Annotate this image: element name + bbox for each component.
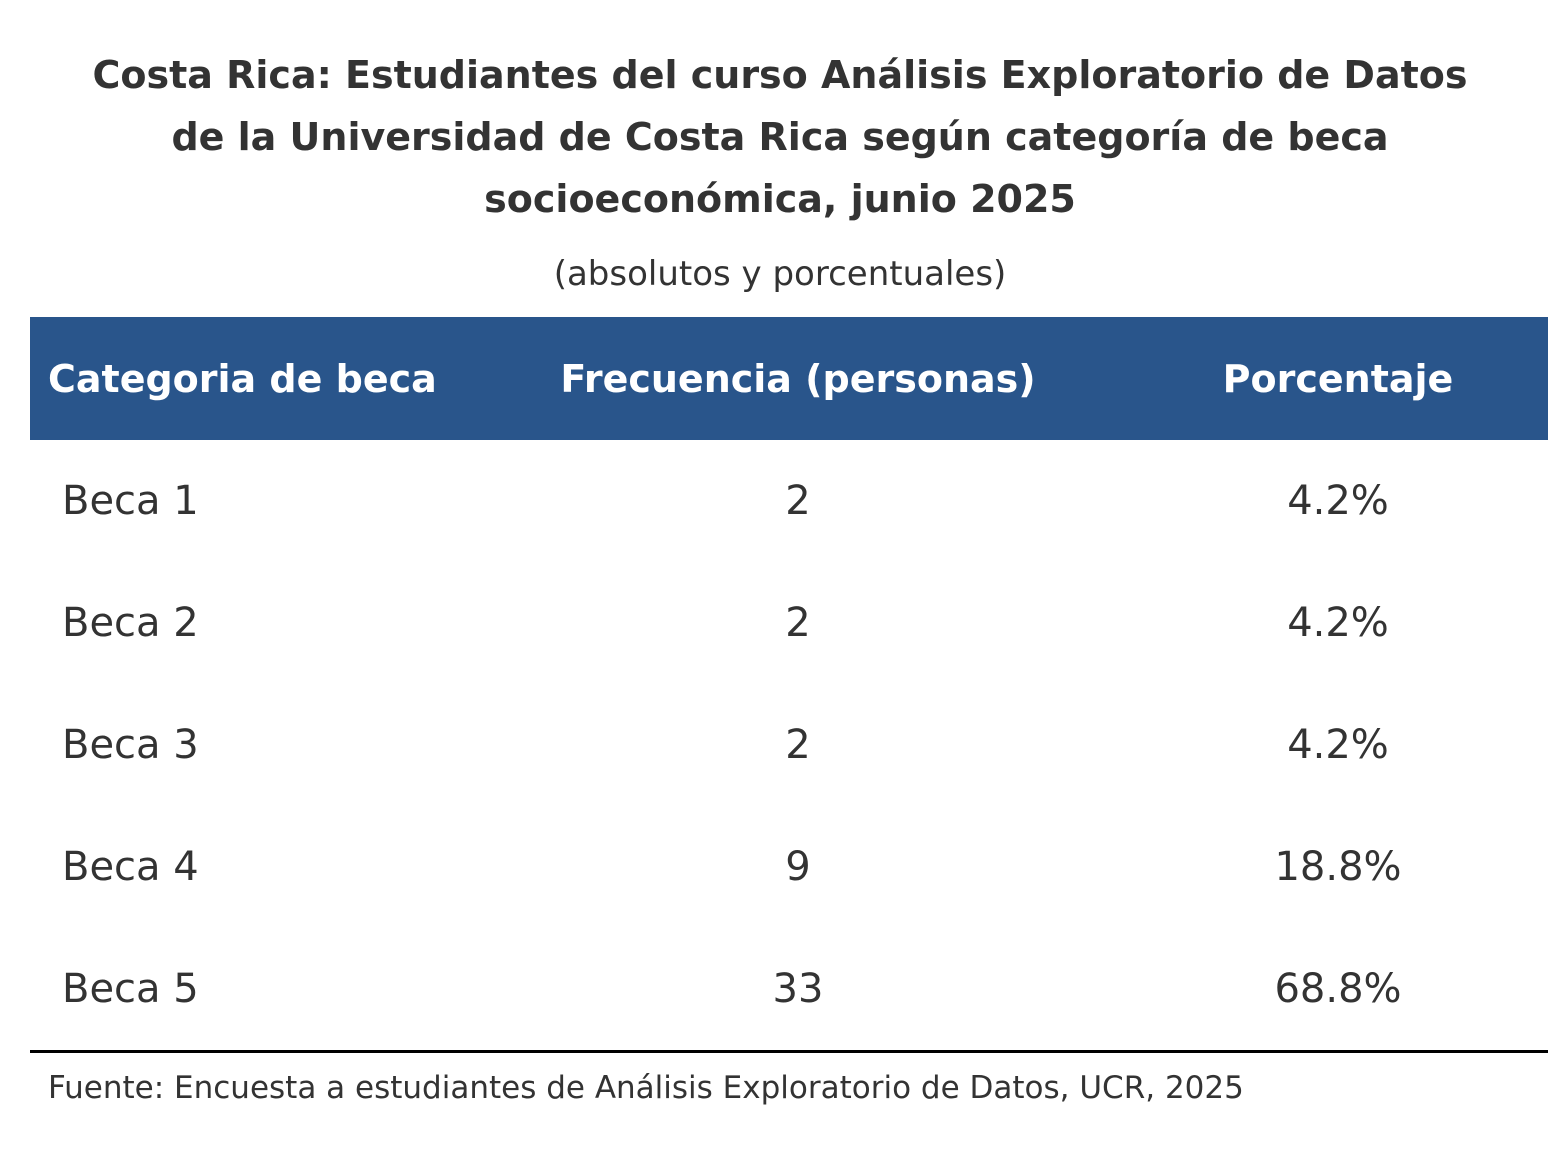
- column-header-porcentaje: Porcentaje: [1128, 317, 1548, 440]
- cell-frecuencia: 2: [785, 478, 811, 524]
- cell-porcentaje: 4.2%: [1287, 478, 1389, 524]
- column-header-categoria: Categoria de beca: [30, 317, 468, 440]
- cell-porcentaje: 4.2%: [1287, 600, 1389, 646]
- data-table: Categoria de beca Frecuencia (personas) …: [30, 317, 1548, 1053]
- table-subtitle: (absolutos y porcentuales): [553, 254, 1007, 294]
- cell-frecuencia: 33: [468, 928, 1128, 1053]
- cell-porcentaje: 18.8%: [1274, 844, 1402, 890]
- source-note: Fuente: Encuesta a estudiantes de Anális…: [48, 1070, 1244, 1106]
- cell-categoria: Beca 3: [62, 722, 199, 768]
- cell-frecuencia: 2: [785, 722, 811, 768]
- table-row: Beca 4 9 18.8%: [30, 806, 1548, 928]
- cell-frecuencia: 9: [785, 844, 811, 890]
- table-header-row: Categoria de beca Frecuencia (personas) …: [30, 317, 1548, 440]
- cell-categoria: Beca 1: [62, 478, 199, 524]
- cell-porcentaje: 4.2%: [1287, 722, 1389, 768]
- table-row: Beca 2 2 4.2%: [30, 562, 1548, 684]
- cell-porcentaje: 68.8%: [1128, 928, 1548, 1053]
- cell-categoria: Beca 5: [30, 928, 468, 1053]
- table-row: Beca 3 2 4.2%: [30, 684, 1548, 806]
- column-header-frecuencia: Frecuencia (personas): [468, 317, 1128, 440]
- cell-frecuencia: 2: [785, 600, 811, 646]
- cell-categoria: Beca 2: [62, 600, 199, 646]
- cell-categoria: Beca 4: [62, 844, 199, 890]
- table-row: Beca 1 2 4.2%: [30, 440, 1548, 562]
- table-row: Beca 5 33 68.8%: [30, 928, 1548, 1053]
- table-title: Costa Rica: Estudiantes del curso Anális…: [92, 53, 1468, 221]
